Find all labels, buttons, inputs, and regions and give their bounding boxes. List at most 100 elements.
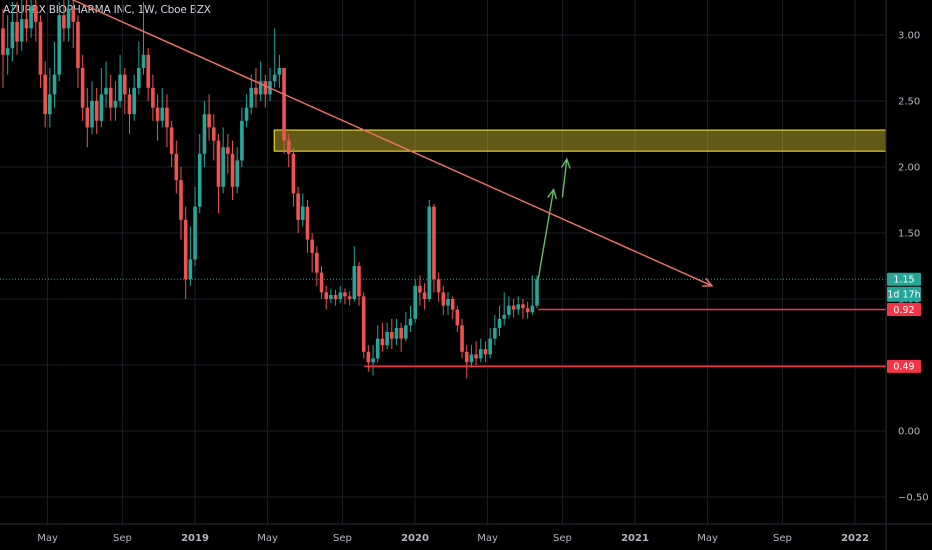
candle-body bbox=[450, 299, 455, 310]
candle-body bbox=[535, 279, 539, 306]
candle-body bbox=[19, 19, 24, 42]
candle-body bbox=[62, 15, 66, 29]
candle-body bbox=[122, 74, 127, 95]
candle-body bbox=[235, 160, 240, 187]
candle-body bbox=[202, 114, 207, 154]
candle-body bbox=[478, 349, 483, 359]
candle-body bbox=[521, 304, 525, 309]
candle-body bbox=[455, 309, 460, 326]
y-tick-label: 2.50 bbox=[898, 97, 920, 108]
resistance-zone[interactable] bbox=[273, 129, 887, 152]
candle-body bbox=[413, 285, 418, 319]
candle-body bbox=[530, 305, 535, 313]
candle-body bbox=[127, 94, 132, 115]
projection-arrowhead bbox=[560, 157, 571, 169]
candle-body bbox=[493, 328, 497, 339]
projection-arrow[interactable] bbox=[537, 157, 571, 280]
candle-body bbox=[43, 74, 47, 115]
level-badge: 0.49 bbox=[893, 362, 914, 373]
candle-body bbox=[352, 266, 357, 299]
candle-body bbox=[380, 338, 385, 346]
candle-body bbox=[324, 292, 329, 299]
support-levels[interactable] bbox=[364, 308, 886, 368]
candle-body bbox=[193, 206, 197, 260]
candle-body bbox=[258, 81, 263, 95]
candle-body bbox=[502, 314, 507, 319]
candle-body bbox=[113, 101, 118, 108]
candle-body bbox=[474, 354, 478, 359]
zone-rect bbox=[273, 129, 887, 152]
candle-body bbox=[408, 318, 413, 326]
projection-arrowhead bbox=[547, 187, 558, 200]
candle-body bbox=[263, 81, 268, 95]
candle-body bbox=[230, 153, 235, 187]
candle-body bbox=[165, 107, 169, 128]
candle-body bbox=[254, 87, 258, 95]
candle-body bbox=[85, 107, 90, 128]
projection-leg bbox=[537, 189, 555, 280]
candle-body bbox=[427, 206, 432, 299]
trendline[interactable] bbox=[71, 0, 714, 287]
candle-body bbox=[469, 354, 474, 363]
candle-body bbox=[66, 8, 71, 29]
candle-body bbox=[29, 5, 33, 29]
candle-body bbox=[436, 279, 441, 293]
candle-body bbox=[226, 147, 230, 154]
candle-body bbox=[361, 296, 366, 352]
price-badges: 1.15 1d 17h 0.92 0.49 bbox=[887, 272, 921, 373]
y-tick-label: 3.00 bbox=[898, 31, 920, 42]
candle-body bbox=[48, 94, 52, 115]
candle-body bbox=[240, 120, 244, 161]
candle-body bbox=[310, 239, 314, 253]
candle-body bbox=[179, 180, 183, 220]
candle-body bbox=[207, 114, 211, 128]
candle-body bbox=[399, 328, 403, 339]
candle-body bbox=[211, 127, 216, 141]
candle-body bbox=[291, 153, 296, 194]
candle-body bbox=[244, 107, 249, 121]
y-tick-label: 1.50 bbox=[898, 229, 920, 240]
candle-body bbox=[366, 351, 371, 363]
candle-body bbox=[525, 308, 530, 313]
current-price-badge-bg bbox=[887, 272, 921, 286]
candle-body bbox=[118, 74, 122, 101]
candle-body bbox=[371, 358, 375, 363]
candle-body bbox=[277, 68, 282, 75]
candles bbox=[1, 0, 539, 379]
candle-body bbox=[104, 87, 108, 95]
candle-body bbox=[432, 206, 436, 280]
candle-body bbox=[385, 332, 389, 346]
level-badge-bg bbox=[887, 303, 921, 317]
candle-body bbox=[418, 285, 422, 293]
candle-body bbox=[488, 338, 492, 355]
x-tick-label: 2019 bbox=[181, 533, 209, 544]
candle-body bbox=[338, 292, 343, 299]
candle-body bbox=[329, 295, 333, 299]
candle-body bbox=[404, 325, 408, 339]
candle-body bbox=[132, 87, 136, 115]
candle-body bbox=[52, 74, 57, 95]
candle-body bbox=[272, 74, 277, 82]
countdown-badge-bg bbox=[887, 286, 921, 302]
candle-body bbox=[24, 19, 29, 29]
grid bbox=[0, 0, 886, 524]
candle-body bbox=[422, 292, 427, 299]
candle-body bbox=[441, 292, 446, 306]
candle-body bbox=[108, 87, 113, 108]
candle-body bbox=[80, 68, 85, 108]
projection-leg bbox=[561, 159, 568, 198]
candle-body bbox=[94, 101, 99, 121]
candle-body bbox=[160, 107, 165, 121]
x-tick-label: Sep bbox=[553, 533, 572, 544]
x-tick-label: Sep bbox=[333, 533, 352, 544]
candle-body bbox=[347, 296, 352, 299]
candle-body bbox=[5, 48, 10, 55]
x-tick-label: May bbox=[37, 533, 58, 544]
candle-body bbox=[15, 21, 19, 42]
candle-body bbox=[315, 252, 319, 273]
x-tick-label: 2022 bbox=[841, 533, 869, 544]
candle-body bbox=[305, 206, 310, 240]
candle-body bbox=[57, 15, 62, 75]
candle-body bbox=[333, 295, 338, 299]
